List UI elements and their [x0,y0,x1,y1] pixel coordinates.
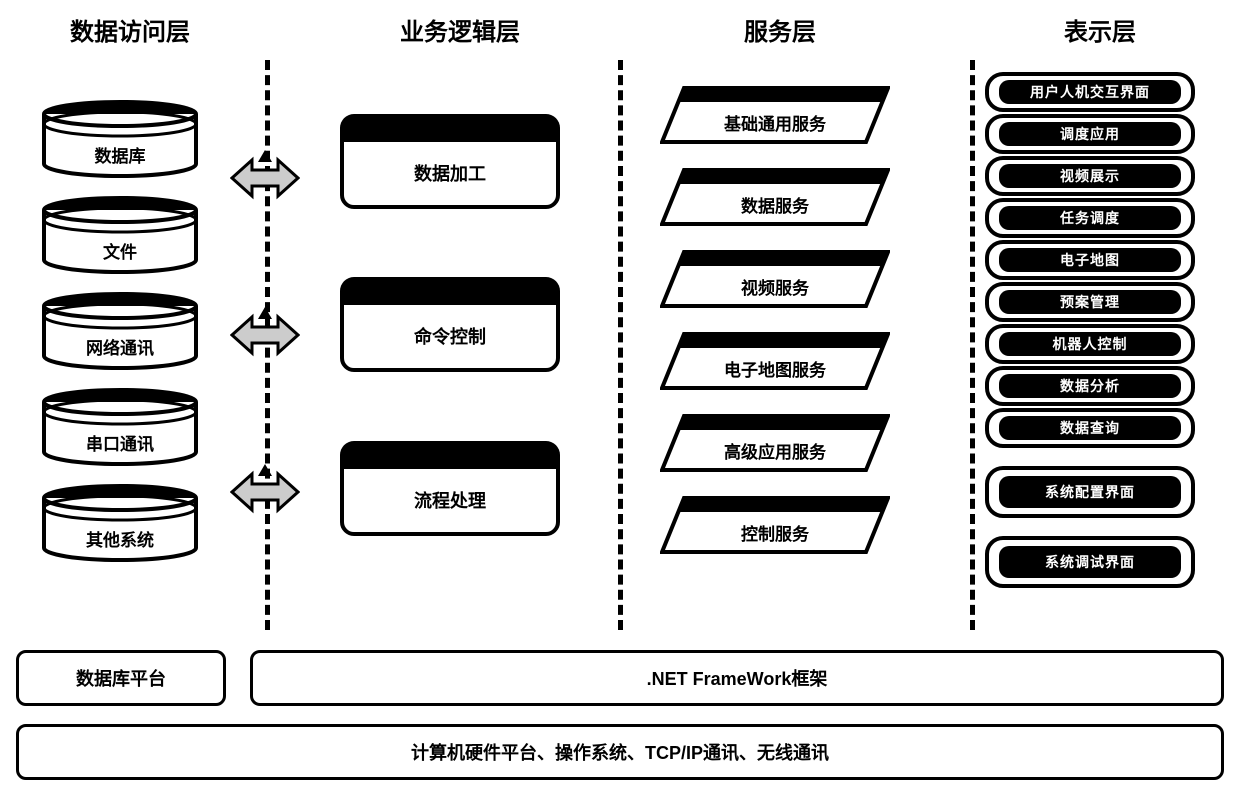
pres-item: 用户人机交互界面 [985,72,1195,112]
cylinder-label: 网络通讯 [40,334,200,359]
para-control-service: 控制服务 [660,496,890,554]
bottom-row-2: 计算机硬件平台、操作系统、TCP/IP通讯、无线通讯 [16,724,1224,780]
header-presentation: 表示层 [1030,12,1170,47]
para-advanced-service: 高级应用服务 [660,414,890,472]
pres-label: 数据分析 [999,374,1181,398]
pres-item: 任务调度 [985,198,1195,238]
columns-area: 数据库 文件 网络通讯 [0,70,1240,630]
service-column: 基础通用服务 数据服务 视频服务 电子地图服务 [610,70,940,630]
para-label: 数据服务 [660,192,890,217]
presentation-column: 用户人机交互界面 调度应用 视频展示 任务调度 电子地图 预案管理 机器人控制 … [970,70,1210,630]
tabbox-data-processing: 数据加工 [340,114,560,209]
para-map-service: 电子地图服务 [660,332,890,390]
pres-item-config: 系统配置界面 [985,466,1195,518]
pres-item: 数据分析 [985,366,1195,406]
bidir-arrow-icon [230,305,300,365]
tabbox-label: 流程处理 [340,487,560,513]
bottom-bar-net-framework: .NET FrameWork框架 [250,650,1224,706]
pres-label: 系统配置界面 [999,476,1181,508]
bottom-bar-db-platform: 数据库平台 [16,650,226,706]
para-basic-service: 基础通用服务 [660,86,890,144]
bottom-row-1: 数据库平台 .NET FrameWork框架 [16,650,1224,706]
tabbox-flow-handling: 流程处理 [340,441,560,536]
header-business: 业务逻辑层 [360,12,560,47]
cylinder-label: 其他系统 [40,526,200,551]
data-access-column: 数据库 文件 网络通讯 [20,70,220,630]
para-label: 高级应用服务 [660,438,890,463]
para-label: 电子地图服务 [660,356,890,381]
bidir-arrow-icon [230,462,300,522]
cylinder-serial: 串口通讯 [40,388,200,466]
pres-label: 用户人机交互界面 [999,80,1181,104]
header-data-access: 数据访问层 [40,12,220,47]
pres-item: 视频展示 [985,156,1195,196]
pres-label: 调度应用 [999,122,1181,146]
arrow-column [220,70,310,630]
tabbox-label: 命令控制 [340,323,560,349]
para-video-service: 视频服务 [660,250,890,308]
cylinder-database: 数据库 [40,100,200,178]
bottom-bar-hardware: 计算机硬件平台、操作系统、TCP/IP通讯、无线通讯 [16,724,1224,780]
bidir-arrow-icon [230,148,300,208]
pres-item: 预案管理 [985,282,1195,322]
cylinder-file: 文件 [40,196,200,274]
cylinder-other: 其他系统 [40,484,200,562]
presentation-group-1: 用户人机交互界面 调度应用 视频展示 任务调度 电子地图 预案管理 机器人控制 … [985,72,1195,448]
para-data-service: 数据服务 [660,168,890,226]
cylinder-label: 串口通讯 [40,430,200,455]
pres-item: 机器人控制 [985,324,1195,364]
pres-label: 预案管理 [999,290,1181,314]
pres-label: 电子地图 [999,248,1181,272]
pres-label: 任务调度 [999,206,1181,230]
cylinder-network: 网络通讯 [40,292,200,370]
pres-label: 数据查询 [999,416,1181,440]
business-column: 数据加工 命令控制 流程处理 [310,70,590,630]
para-label: 基础通用服务 [660,110,890,135]
pres-label: 视频展示 [999,164,1181,188]
cylinder-label: 数据库 [40,142,200,167]
pres-label: 系统调试界面 [999,546,1181,578]
tabbox-label: 数据加工 [340,160,560,186]
header-service: 服务层 [710,12,850,47]
pres-item: 数据查询 [985,408,1195,448]
pres-item: 电子地图 [985,240,1195,280]
pres-item: 调度应用 [985,114,1195,154]
cylinder-label: 文件 [40,238,200,263]
pres-label: 机器人控制 [999,332,1181,356]
para-label: 控制服务 [660,520,890,545]
pres-item-debug: 系统调试界面 [985,536,1195,588]
para-label: 视频服务 [660,274,890,299]
tabbox-command-control: 命令控制 [340,277,560,372]
